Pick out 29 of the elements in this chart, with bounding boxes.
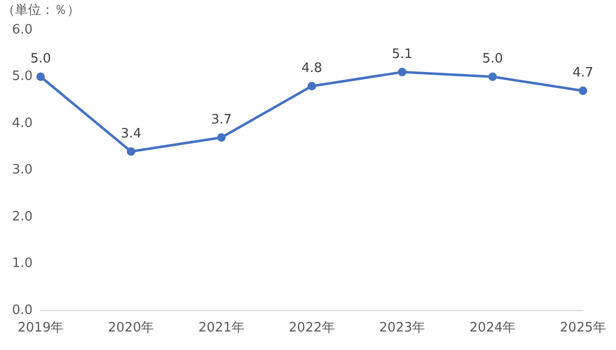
y-tick-label: 4.0	[12, 116, 33, 131]
point	[217, 133, 226, 142]
point	[36, 72, 45, 81]
data-label: 3.7	[211, 112, 232, 128]
x-tick-label: 2022年	[288, 320, 335, 336]
y-tick-label: 3.0	[12, 162, 33, 178]
x-tick-label: 2021年	[198, 320, 244, 336]
data-label: 5.1	[392, 46, 413, 62]
data-label: 3.4	[120, 126, 142, 142]
y-tick-label: 0.0	[12, 302, 33, 318]
x-tick-label: 2025年	[560, 320, 606, 336]
data-label: 5.0	[482, 52, 503, 67]
y-tick-label: 2.0	[12, 209, 33, 224]
point	[488, 72, 497, 81]
x-tick-label: 2020年	[108, 320, 154, 336]
y-tick-label: 5.0	[12, 69, 33, 84]
y-tick-label: 1.0	[12, 256, 33, 272]
x-tick-label: 2023年	[379, 320, 426, 336]
x-tick-label: 2024年	[470, 320, 516, 336]
y-axis-title: （単位：％）	[2, 2, 80, 18]
point	[398, 68, 406, 76]
x-tick-label: 2019年	[18, 320, 64, 336]
point	[578, 86, 588, 96]
data-label: 4.8	[301, 60, 322, 76]
point	[126, 147, 136, 156]
point	[308, 82, 316, 90]
y-tick-label: 6.0	[12, 22, 33, 38]
data-label: 5.0	[30, 52, 52, 67]
data-label: 4.7	[572, 66, 594, 81]
